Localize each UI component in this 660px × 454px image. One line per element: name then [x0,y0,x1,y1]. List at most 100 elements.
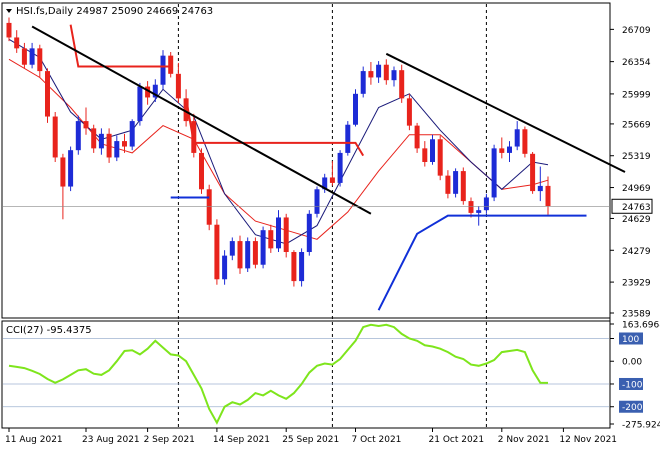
price-tick-label: 25669 [622,120,651,130]
candle-down [445,175,451,194]
candle-down [499,148,505,153]
time-tick-label: 23 Aug 2021 [82,435,140,445]
candle-up [222,255,228,280]
candle-up [537,185,543,192]
candle-down [214,224,220,280]
candle-up [314,189,320,214]
candle-down [383,64,389,81]
candle-up [491,148,497,198]
trendline-0 [31,25,372,215]
cci-tick-label: 100 [622,335,639,345]
candle-up [337,152,343,183]
candle-down [168,55,174,74]
candle-down [183,98,189,122]
candle-up [98,133,104,149]
candle-up [476,210,482,213]
candle-up [345,124,351,153]
candle-down [52,116,58,158]
candle-down [60,157,66,187]
candle-down [45,71,50,117]
candle-up [276,217,281,249]
cci-tick-box [619,377,643,390]
candle-up [507,146,512,153]
cci-tick-label: -200 [622,403,643,413]
candle-down [268,230,274,249]
candle-down [175,73,181,99]
candle-down [406,98,412,126]
candle-down [37,48,43,72]
time-axis: 11 Aug 2021 23 Aug 2021 2 Sep 2021 14 Sep 2… [5,428,617,445]
candle-up [299,252,305,282]
candle-up [360,71,366,94]
candle-down [460,171,466,202]
candle-up [453,171,459,194]
candle-up [245,241,251,269]
candle-up [306,213,312,252]
resistance-level-0 [69,24,171,68]
candle-down [368,71,374,78]
time-tick-label: 2 Nov 2021 [498,435,550,445]
cci-tick-label: -275.924 [622,421,660,431]
trendline-1 [385,52,626,173]
last-price-tag [611,198,653,214]
candle-down [6,22,12,38]
candle-down [191,121,197,153]
candle-up [29,48,35,65]
candle-down [237,241,243,269]
candle-up [114,141,120,158]
cci-tick-label: -100 [622,380,643,390]
time-tick-label: 2 Sep 2021 [144,435,195,445]
candle-up [152,84,158,98]
price-tick-label: 26709 [622,26,651,36]
cci-line [8,323,549,425]
price-tick-label: 24629 [622,215,651,225]
candle-down [145,86,151,98]
trendlines [31,25,626,215]
candle-down [83,121,89,129]
time-tick-label: 21 Oct 2021 [429,435,485,445]
candle-down [522,129,528,154]
cci-tick-label: 163.6968 [622,321,660,331]
candle-down [291,252,297,282]
price-tick-label: 25319 [622,152,651,162]
candles [6,17,551,287]
candle-up [353,93,358,125]
resistance-level-1 [185,98,365,157]
candle-down [545,185,551,207]
level-lines [69,24,587,311]
candle-up [430,139,435,162]
indicator-header: CCI(27) -95.4375 [6,325,92,336]
candle-down [122,141,127,147]
candle-up [260,230,266,265]
time-tick-label: 7 Oct 2021 [352,435,402,445]
time-tick-label: 25 Sep 2021 [282,435,339,445]
candle-up [137,86,143,122]
cci-tick-box [619,332,643,345]
symbol-header: HSI.fs,Daily 24987 25090 24669 24763 [16,6,213,17]
price-tick-label: 23929 [622,279,651,289]
cci-tick-label: 0.00 [622,358,642,368]
candle-up [391,70,397,81]
candle-down [414,125,420,149]
cci-axis: 163.6968 100 0.00 -100 -200 -275.924 [610,321,660,431]
time-tick-label: 14 Sep 2021 [213,435,270,445]
support-level-1 [377,214,587,311]
candle-up [229,241,235,256]
last-price-label: 24763 [622,203,651,213]
collapse-arrow-icon[interactable] [6,9,12,13]
candle-up [129,121,135,147]
candle-down [91,128,97,149]
candle-up [376,64,382,78]
candle-down [468,201,474,213]
candle-up [75,121,81,151]
candle-down [21,48,27,65]
candle-down [283,217,289,252]
candle-down [437,139,443,176]
price-tick-label: 23589 [622,310,651,320]
candle-up [68,150,74,187]
time-tick-label: 12 Nov 2021 [559,435,617,445]
candle-down [14,37,20,49]
candle-down [106,133,112,158]
